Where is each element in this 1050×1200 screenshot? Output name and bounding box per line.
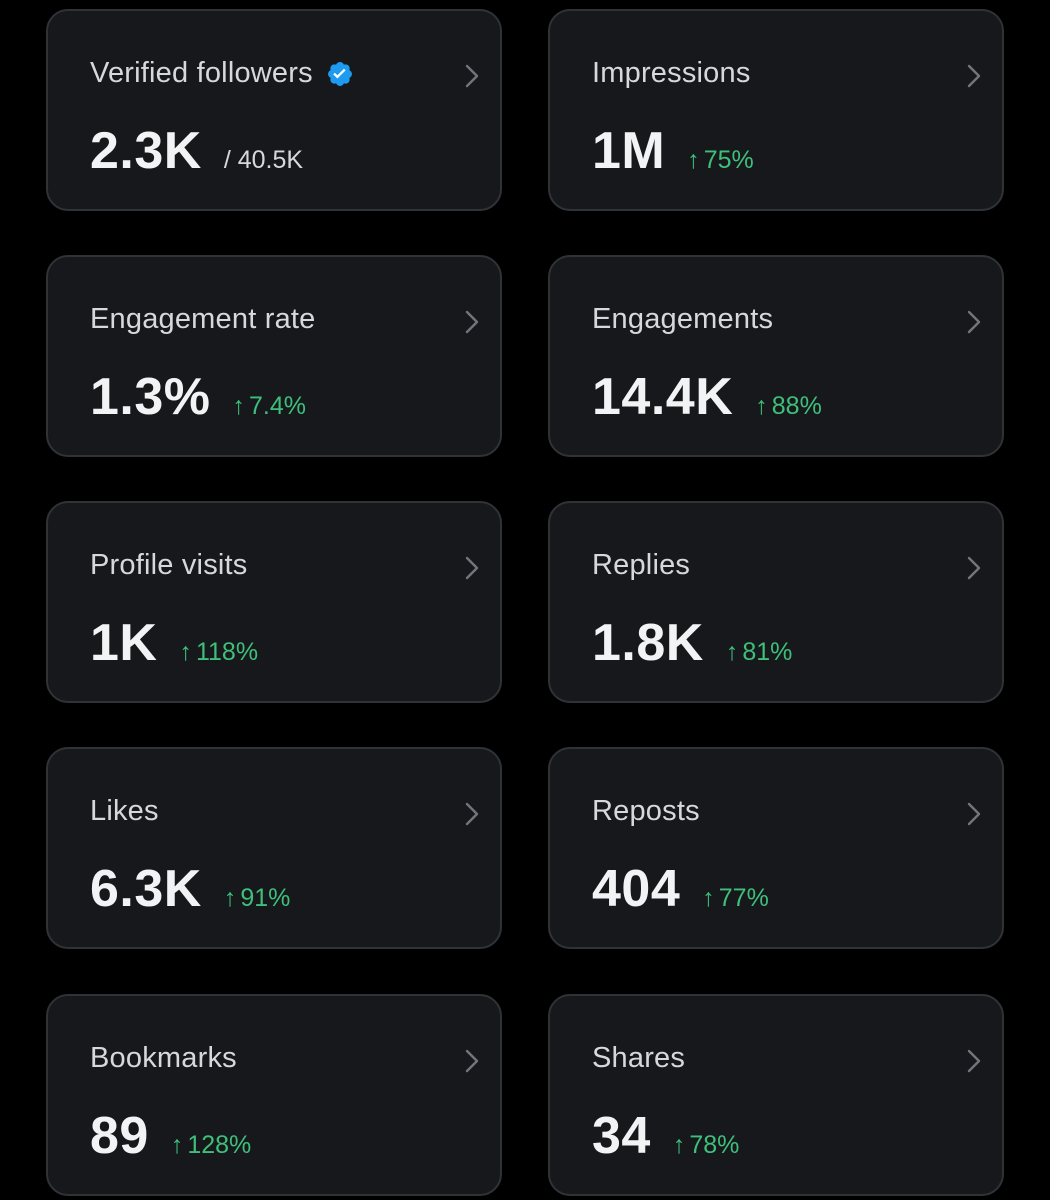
arrow-up-icon: ↑ <box>232 392 246 420</box>
arrow-up-icon: ↑ <box>755 392 768 420</box>
arrow-up-icon: ↑ <box>725 638 739 666</box>
metric-change: ↑ 118% <box>179 638 258 667</box>
chevron-right-icon <box>967 802 981 826</box>
value-row: 1M ↑ 75% <box>592 121 754 181</box>
metric-total: / 40.5K <box>223 146 304 174</box>
chevron-right-icon <box>967 310 981 334</box>
card-engagements[interactable]: Engagements 14.4K ↑ 88% <box>548 255 1004 457</box>
arrow-up-icon: ↑ <box>179 638 192 666</box>
metric-change: ↑ 91% <box>224 884 291 913</box>
card-label: Engagements <box>592 303 774 335</box>
metric-change: ↑ 128% <box>171 1131 251 1160</box>
change-percent: 128% <box>187 1131 252 1159</box>
chevron-right-icon <box>967 64 981 88</box>
arrow-up-icon: ↑ <box>687 146 700 174</box>
chevron-right-icon <box>465 310 479 334</box>
arrow-up-icon: ↑ <box>170 1131 184 1159</box>
change-percent: 7.4% <box>249 392 307 420</box>
card-label: Verified followers <box>90 57 354 90</box>
chevron-right-icon <box>465 1049 479 1073</box>
card-label: Reposts <box>592 795 700 827</box>
card-label: Replies <box>592 549 691 581</box>
verified-badge-icon <box>327 61 352 86</box>
card-label-text: Verified followers <box>90 57 313 89</box>
metric-value: 89 <box>90 1107 149 1165</box>
value-row: 2.3K / 40.5K <box>90 121 303 181</box>
card-label: Shares <box>592 1042 686 1074</box>
card-label: Engagement rate <box>90 303 316 335</box>
metric-change: ↑ 78% <box>673 1131 740 1160</box>
change-percent: 88% <box>771 392 822 420</box>
value-row: 1K ↑ 118% <box>90 613 258 673</box>
value-row: 14.4K ↑ 88% <box>592 367 822 427</box>
metric-change: ↑ 75% <box>687 146 754 175</box>
card-engagement-rate[interactable]: Engagement rate 1.3% ↑ 7.4% <box>46 255 502 457</box>
metric-value: 14.4K <box>592 368 734 426</box>
value-row: 89 ↑ 128% <box>90 1106 251 1166</box>
card-label: Likes <box>90 795 159 827</box>
card-likes[interactable]: Likes 6.3K ↑ 91% <box>46 747 502 949</box>
card-shares[interactable]: Shares 34 ↑ 78% <box>548 994 1004 1196</box>
metric-change: ↑ 77% <box>702 884 769 913</box>
arrow-up-icon: ↑ <box>702 884 715 912</box>
change-percent: 77% <box>718 884 769 912</box>
card-bookmarks[interactable]: Bookmarks 89 ↑ 128% <box>46 994 502 1196</box>
chevron-right-icon <box>967 556 981 580</box>
value-row: 404 ↑ 77% <box>592 859 769 919</box>
change-percent: 78% <box>689 1131 740 1159</box>
metric-value: 6.3K <box>90 860 202 918</box>
metric-change: ↑ 88% <box>755 392 822 421</box>
card-reposts[interactable]: Reposts 404 ↑ 77% <box>548 747 1004 949</box>
metric-change: ↑ 7.4% <box>233 392 306 421</box>
chevron-right-icon <box>465 802 479 826</box>
value-row: 34 ↑ 78% <box>592 1106 739 1166</box>
card-replies[interactable]: Replies 1.8K ↑ 81% <box>548 501 1004 703</box>
card-impressions[interactable]: Impressions 1M ↑ 75% <box>548 9 1004 211</box>
metric-change: ↑ 81% <box>726 638 793 667</box>
chevron-right-icon <box>967 1049 981 1073</box>
value-row: 6.3K ↑ 91% <box>90 859 290 919</box>
change-percent: 81% <box>742 638 793 666</box>
metric-value: 404 <box>592 860 681 918</box>
change-percent: 91% <box>240 884 291 912</box>
card-profile-visits[interactable]: Profile visits 1K ↑ 118% <box>46 501 502 703</box>
metric-value: 1.8K <box>592 614 704 672</box>
card-label: Bookmarks <box>90 1042 237 1074</box>
card-label: Impressions <box>592 57 751 89</box>
metric-value: 2.3K <box>90 122 202 180</box>
chevron-right-icon <box>465 64 479 88</box>
metric-value: 1K <box>90 614 158 672</box>
change-percent: 75% <box>703 146 754 174</box>
change-percent: 118% <box>195 638 259 666</box>
metric-value: 1.3% <box>90 368 211 426</box>
metric-value: 34 <box>592 1107 651 1165</box>
arrow-up-icon: ↑ <box>672 1131 686 1159</box>
metric-value: 1M <box>592 122 666 180</box>
value-row: 1.8K ↑ 81% <box>592 613 792 673</box>
arrow-up-icon: ↑ <box>223 884 237 912</box>
card-verified-followers[interactable]: Verified followers 2.3K / 40.5K <box>46 9 502 211</box>
chevron-right-icon <box>465 556 479 580</box>
value-row: 1.3% ↑ 7.4% <box>90 367 306 427</box>
card-label: Profile visits <box>90 549 248 581</box>
